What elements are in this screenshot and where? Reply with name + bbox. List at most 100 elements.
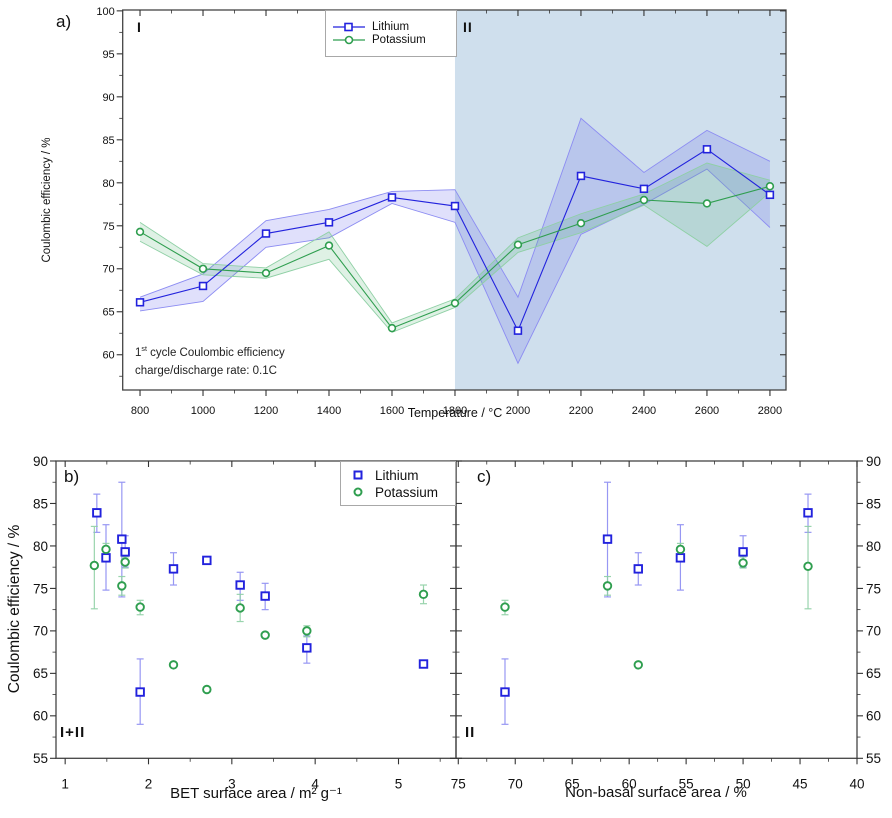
data-point-marker <box>450 201 460 211</box>
data-point-marker <box>135 298 145 307</box>
legend-item-potassium: Potassium <box>332 34 450 46</box>
annotation-line-1: 1st cycle Coulombic efficiency <box>135 345 285 359</box>
band-edge <box>139 162 771 324</box>
x-axis-tick-label: 2000 <box>506 405 530 417</box>
x-axis-tick-label: 2 <box>145 777 153 792</box>
x-axis-tick-label: 800 <box>131 405 149 417</box>
data-point-marker <box>803 561 813 572</box>
panel-a-x-axis-title: Temperature / °C <box>407 406 503 420</box>
data-point-marker <box>235 603 245 613</box>
lithium-marker-sample <box>353 470 363 480</box>
data-point-marker <box>120 557 130 567</box>
data-point-marker <box>387 193 397 202</box>
y-axis-tick-label: 75 <box>33 581 48 596</box>
data-point-marker <box>92 508 102 518</box>
data-point-marker <box>702 199 712 208</box>
y-axis-tick-label: 100 <box>96 6 114 18</box>
x-axis-tick-label: 60 <box>622 777 637 792</box>
y-axis-tick-label: 70 <box>33 624 48 639</box>
panel-b-x-axis-title: BET surface area / m² g⁻¹ <box>170 785 342 802</box>
panel-b-region-label: I+II <box>60 724 86 741</box>
region-2-shading <box>454 10 786 390</box>
legend-label-lithium: Lithium <box>372 21 410 33</box>
panel-a-y-axis-title: Coulombic efficiency / % <box>41 137 53 263</box>
error-band-lithium <box>140 118 770 364</box>
data-point-marker <box>633 564 643 574</box>
panel-c-x-axis-title: Non-basal surface area / % <box>565 784 747 801</box>
y-axis-tick-label: 80 <box>102 178 114 190</box>
data-point-marker <box>324 241 334 250</box>
data-point-marker <box>387 323 397 333</box>
y-axis-tick-label: 90 <box>102 92 114 104</box>
y-axis-tick-label: 60 <box>102 350 114 362</box>
data-point-marker <box>202 555 212 566</box>
data-point-marker <box>324 218 334 227</box>
y-axis-tick-label: 60 <box>33 709 48 724</box>
y-axis-tick-label: 90 <box>33 454 48 469</box>
legend-label-lithium: Lithium <box>375 467 419 483</box>
data-point-marker <box>675 553 686 563</box>
panel-a-legend: Lithium Potassium <box>325 10 457 57</box>
x-axis-tick-label: 40 <box>849 777 864 792</box>
y-axis-tick-label: 85 <box>102 135 114 147</box>
x-axis-tick-label: 45 <box>793 777 808 792</box>
x-axis-tick-label: 1800 <box>443 405 467 417</box>
data-point-marker <box>803 508 813 518</box>
data-point-marker <box>639 195 649 205</box>
lithium-line-marker-sample <box>332 21 366 33</box>
data-point-marker <box>702 145 712 154</box>
data-point-marker <box>261 229 271 238</box>
panel-a-region-1-label: I <box>137 19 142 35</box>
data-point-marker <box>738 547 748 557</box>
data-point-marker <box>101 544 111 555</box>
band-edge <box>139 117 771 299</box>
x-axis-tick-label: 65 <box>565 777 580 792</box>
panel-a-region-2-label: II <box>463 19 473 35</box>
legend-item-lithium: Lithium <box>345 468 451 483</box>
data-point-marker <box>738 558 748 568</box>
data-point-marker <box>198 264 208 273</box>
data-point-marker <box>135 687 145 697</box>
data-point-marker <box>202 684 212 695</box>
legend-label-potassium: Potassium <box>372 34 426 46</box>
x-axis-tick-label: 1000 <box>191 405 215 417</box>
x-axis-tick-label: 70 <box>508 777 523 792</box>
x-axis-tick-label: 1200 <box>254 405 278 417</box>
data-point-marker <box>513 240 523 249</box>
y-axis-tick-label: 75 <box>866 581 881 596</box>
data-point-marker <box>765 190 775 200</box>
panel-c-region-label: II <box>465 724 476 741</box>
data-point-marker <box>117 581 127 591</box>
y-axis-tick-label: 60 <box>866 709 881 724</box>
data-point-marker <box>261 268 271 278</box>
x-axis-tick-label: 2800 <box>758 405 782 417</box>
data-point-marker <box>576 171 586 181</box>
band-edge <box>139 168 771 365</box>
data-point-marker <box>168 660 179 670</box>
x-axis-tick-label: 75 <box>451 777 466 792</box>
band-edge <box>139 191 771 333</box>
y-axis-tick-label: 80 <box>33 539 48 554</box>
plot-frame <box>455 460 858 759</box>
data-point-marker <box>101 553 111 563</box>
panel-b-legend: Lithium Potassium <box>340 461 456 506</box>
x-axis-tick-label: 2400 <box>632 405 656 417</box>
data-point-marker <box>639 184 649 194</box>
potassium-marker-sample <box>353 487 363 497</box>
data-point-marker <box>576 219 586 228</box>
x-axis-tick-label: 4 <box>311 777 319 792</box>
y-axis-tick-label: 65 <box>33 666 48 681</box>
data-point-marker <box>450 298 460 308</box>
data-point-marker <box>260 591 270 601</box>
y-axis-tick-label: 75 <box>102 221 114 233</box>
y-axis-tick-label: 85 <box>866 496 881 511</box>
y-axis-tick-label: 95 <box>102 49 114 61</box>
data-point-marker <box>198 281 208 291</box>
y-axis-tick-label: 65 <box>102 307 114 319</box>
x-axis-tick-label: 1 <box>61 777 69 792</box>
x-axis-tick-label: 55 <box>679 777 694 792</box>
data-point-marker <box>500 602 510 612</box>
y-axis-tick-label: 65 <box>866 666 881 681</box>
